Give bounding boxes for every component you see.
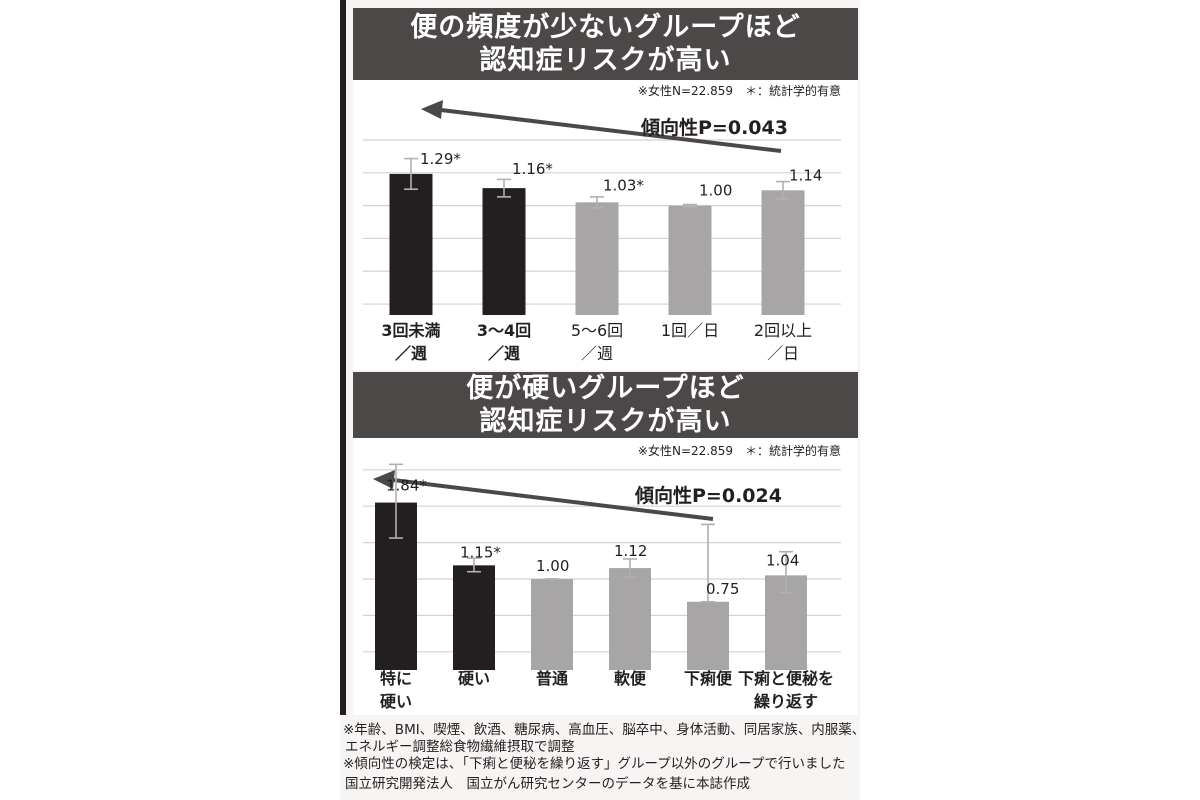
category-label: ／週 <box>395 344 427 363</box>
bar <box>761 190 805 315</box>
data-label: 1.84* <box>386 477 427 495</box>
bar <box>687 601 729 670</box>
category-label: 繰り返す <box>754 692 818 711</box>
trend-p-value: 傾向性P=0.043 <box>640 116 788 139</box>
bar <box>482 188 526 315</box>
bar <box>531 579 573 670</box>
bar <box>389 173 433 315</box>
category-label: 硬い <box>380 692 412 711</box>
category-label: 硬い <box>458 669 490 688</box>
chart2-title: 便が硬いグループほど 認知症リスクが高い <box>353 372 858 438</box>
category-label: 3回未満 <box>381 321 440 340</box>
category-label: 3〜4回 <box>477 321 531 340</box>
chart2-svg: ※女性N=22.859 ＊：統計学的有意傾向性P=0.0241.84*特に硬い1… <box>363 443 841 711</box>
category-label: 5〜6回 <box>571 321 623 340</box>
chart1-title: 便の頻度が少ないグループほど 認知症リスクが高い <box>353 8 858 80</box>
category-label: 軟便 <box>614 669 647 688</box>
footnote-adjustment-1: ※年齢、BMI、喫煙、飲酒、糖尿病、高血圧、脳卒中、身体活動、同居家族、内服薬、 <box>343 722 866 738</box>
chart2-title-line2: 認知症リスクが高い <box>479 406 732 437</box>
category-label: 1回／日 <box>661 321 719 340</box>
data-label: 1.00 <box>699 182 732 200</box>
trend-arrow-shaft <box>388 477 714 521</box>
chart-subtitle: ※女性N=22.859 ＊：統計学的有意 <box>638 83 841 98</box>
chart2-title-line1: 便が硬いグループほど <box>466 373 745 404</box>
data-label: 0.75 <box>706 580 739 598</box>
chart2-body: ※女性N=22.859 ＊：統計学的有意 傾向性P=0.024 1.84* 特に 硬い 1… <box>353 438 858 715</box>
bar <box>575 202 619 315</box>
chart-subtitle: ※女性N=22.859 ＊：統計学的有意 <box>638 443 841 458</box>
category-label: ／日 <box>767 344 799 363</box>
data-label: 1.03* <box>603 176 644 194</box>
data-label: 1.04 <box>766 551 799 569</box>
category-label: 特に <box>380 669 412 688</box>
bar <box>668 205 712 315</box>
category-label: ／週 <box>488 344 520 363</box>
category-label: 普通 <box>536 669 568 688</box>
chart1-title-line2: 認知症リスクが高い <box>479 45 732 76</box>
data-label: 1.16* <box>512 160 553 178</box>
trend-arrow-shaft <box>436 107 782 153</box>
category-label: 下痢と便秘を <box>738 669 834 688</box>
data-label: 1.15* <box>460 543 501 561</box>
data-label: 1.00 <box>536 557 569 575</box>
chart1-title-line1: 便の頻度が少ないグループほど <box>410 12 801 43</box>
footnote-source: 国立研究開発法人 国立がん研究センターのデータを基に本誌作成 <box>345 776 750 792</box>
trend-arrow-head <box>373 470 395 489</box>
left-border-bar <box>340 0 346 715</box>
chart1-body: ※女性N=22.859 ＊：統計学的有意傾向性P=0.043 1.29* 3回未満 ／… <box>353 80 858 370</box>
category-label: 下痢便 <box>684 669 733 688</box>
data-label: 1.14 <box>789 166 822 184</box>
footnote-adjustment-2: エネルギー調整総食物繊維摂取で調整 <box>345 739 575 755</box>
data-label: 1.12 <box>614 542 647 560</box>
footnote-trend-test: ※傾向性の検定は、「下痢と便秘を繰り返す」グループ以外のグループで行いました <box>343 756 846 772</box>
bar <box>453 565 495 670</box>
trend-arrow-head <box>421 100 443 119</box>
data-label: 1.29* <box>420 150 461 168</box>
category-label: ／週 <box>581 344 613 363</box>
category-label: 2回以上 <box>754 321 812 340</box>
bar <box>609 568 651 670</box>
trend-p-value: 傾向性P=0.024 <box>634 484 782 507</box>
